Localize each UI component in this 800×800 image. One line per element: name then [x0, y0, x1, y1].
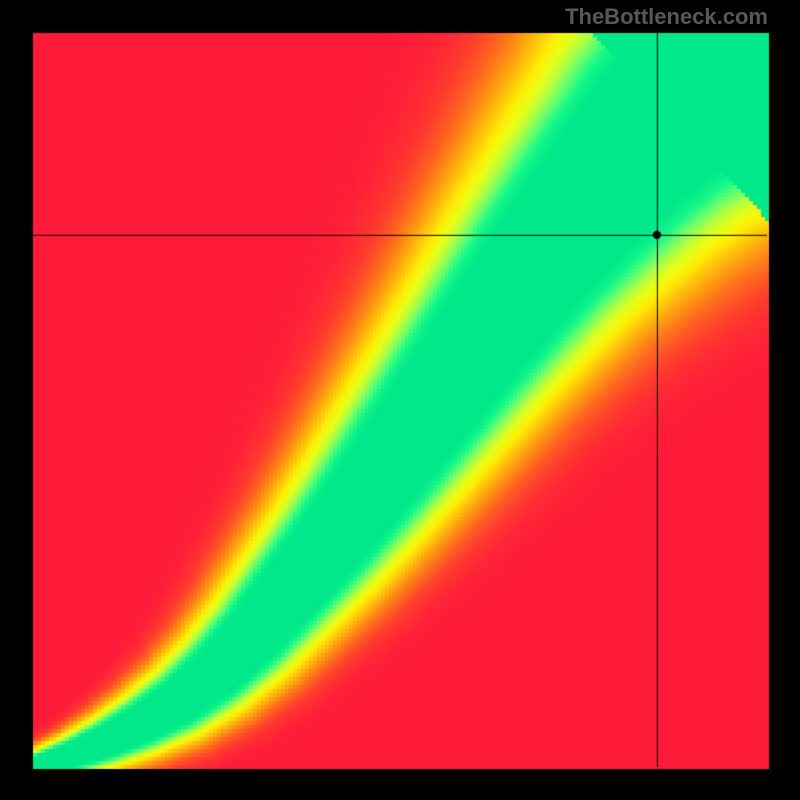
chart-container: TheBottleneck.com: [0, 0, 800, 800]
bottleneck-heatmap: [0, 0, 800, 800]
watermark-text: TheBottleneck.com: [565, 4, 768, 30]
